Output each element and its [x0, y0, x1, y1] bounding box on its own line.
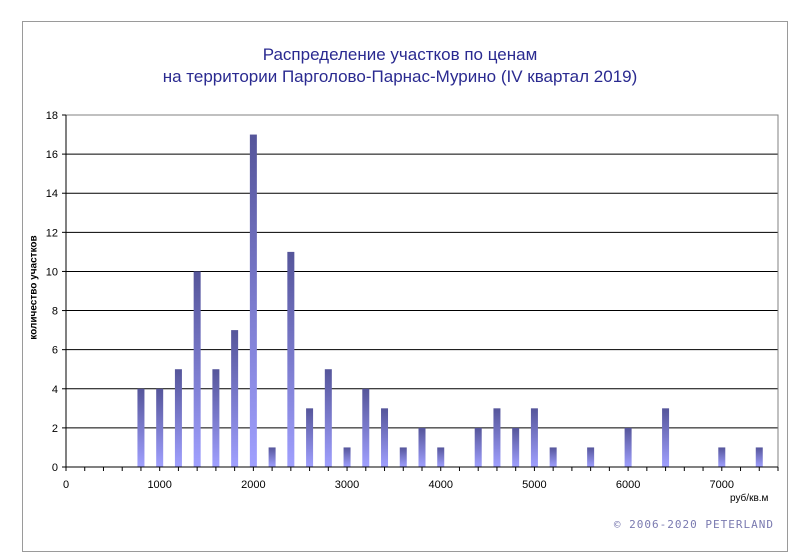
y-tick-label: 0 — [52, 462, 58, 474]
bar — [418, 427, 426, 467]
bar — [362, 388, 370, 467]
y-axis-label: количество участков — [28, 235, 40, 340]
x-tick-label: 1000 — [147, 479, 171, 491]
bar — [324, 369, 332, 467]
y-tick-label: 2 — [52, 423, 58, 435]
x-tick-label: 4000 — [428, 479, 452, 491]
x-tick-label: 7000 — [710, 479, 734, 491]
y-tick-label: 4 — [52, 384, 58, 396]
y-tick-label: 8 — [52, 306, 58, 318]
bar — [287, 251, 295, 467]
y-tick-label: 16 — [46, 149, 58, 161]
x-tick-label: 2000 — [241, 479, 265, 491]
bar — [381, 408, 389, 467]
chart-title-line1: Распределение участков по ценам — [262, 45, 538, 64]
plot-area — [65, 114, 779, 468]
bar — [137, 388, 145, 467]
bar — [624, 427, 632, 467]
bar — [231, 330, 239, 467]
bar — [493, 408, 501, 467]
bar — [193, 271, 201, 467]
y-tick-label: 6 — [52, 345, 58, 357]
bar — [343, 447, 351, 467]
bar — [268, 447, 276, 467]
y-tick-label: 14 — [46, 188, 58, 200]
bar — [718, 447, 726, 467]
bar — [549, 447, 557, 467]
bar — [399, 447, 407, 467]
y-tick-label: 18 — [46, 110, 58, 122]
x-tick-label: 5000 — [522, 479, 546, 491]
y-tick-label: 12 — [46, 227, 58, 239]
y-tick-label: 10 — [46, 266, 58, 278]
bar — [212, 369, 220, 467]
bar — [530, 408, 538, 467]
bar — [156, 388, 164, 467]
bar — [662, 408, 670, 467]
x-tick-label: 0 — [63, 479, 69, 491]
chart-title-line2: на территории Парголово-Парнас-Мурино (I… — [162, 67, 638, 86]
bar — [512, 427, 520, 467]
copyright-text: © 2006-2020 PETERLAND — [613, 518, 774, 531]
bar — [474, 427, 482, 467]
bar — [587, 447, 595, 467]
bar — [306, 408, 314, 467]
x-axis-label: руб/кв.м — [730, 493, 769, 504]
x-tick-label: 3000 — [335, 479, 359, 491]
bar — [437, 447, 445, 467]
bar — [174, 369, 182, 467]
bar — [755, 447, 763, 467]
x-tick-label: 6000 — [616, 479, 640, 491]
bar — [249, 134, 257, 468]
